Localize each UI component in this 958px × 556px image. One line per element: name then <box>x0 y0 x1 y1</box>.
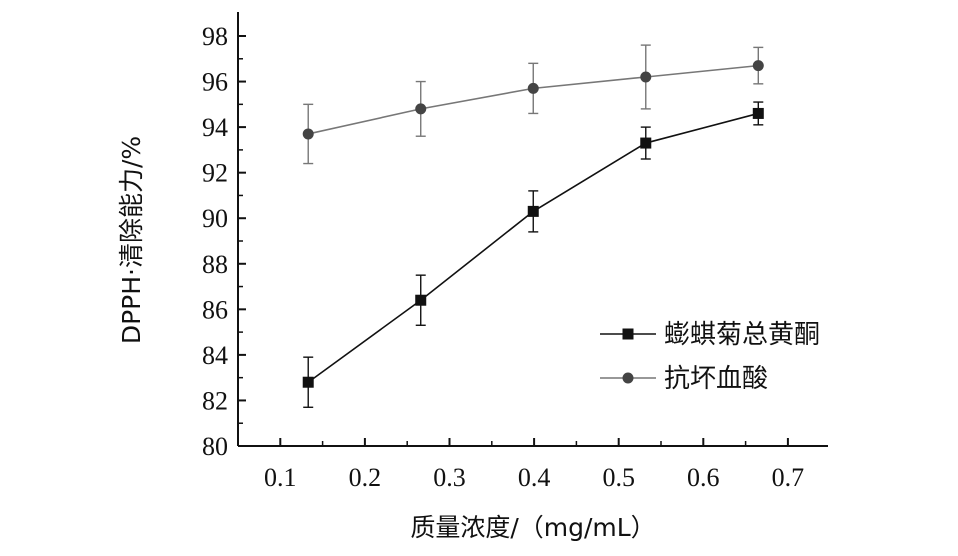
data-point <box>302 376 314 388</box>
data-point <box>415 103 427 115</box>
y-tick-label: 90 <box>202 204 228 233</box>
x-tick-label: 0.5 <box>602 463 635 492</box>
x-tick-label: 0.7 <box>772 463 805 492</box>
data-point <box>302 128 314 140</box>
legend-marker <box>622 328 634 340</box>
legend-label: 抗坏血酸 <box>664 364 768 394</box>
series-1 <box>302 101 764 408</box>
plot-area <box>302 44 764 408</box>
y-tick-label: 94 <box>202 113 228 142</box>
data-point <box>752 60 764 72</box>
y-axis-title: DPPH·清除能力/% <box>117 136 146 344</box>
x-ticks: 0.1 0.2 0.3 0.4 0.5 0.6 0.7 <box>237 438 805 492</box>
y-tick-label: 96 <box>202 68 228 97</box>
x-tick-label: 0.1 <box>264 463 297 492</box>
data-point <box>527 82 539 94</box>
data-point <box>640 71 652 83</box>
x-tick-label: 0.3 <box>433 463 466 492</box>
y-tick-label: 86 <box>202 295 228 324</box>
data-point <box>527 205 539 217</box>
legend-label: 蟛蜞菊总黄酮 <box>664 320 820 350</box>
y-tick-label: 98 <box>202 22 228 51</box>
y-tick-label: 92 <box>202 159 228 188</box>
data-point <box>752 107 764 119</box>
series-2 <box>302 44 764 165</box>
x-tick-label: 0.2 <box>349 463 382 492</box>
y-ticks: 80 82 84 86 88 90 92 94 96 98 <box>202 22 246 461</box>
y-tick-label: 88 <box>202 250 228 279</box>
data-point <box>415 294 427 306</box>
y-tick-label: 84 <box>202 341 228 370</box>
x-tick-label: 0.4 <box>518 463 551 492</box>
y-tick-label: 80 <box>202 432 228 461</box>
x-axis-title: 质量浓度/（mg/mL） <box>410 513 655 542</box>
y-tick-label: 82 <box>202 386 228 415</box>
axes <box>237 12 828 447</box>
data-point <box>640 137 652 149</box>
x-tick-label: 0.6 <box>687 463 720 492</box>
legend-marker <box>622 372 634 384</box>
